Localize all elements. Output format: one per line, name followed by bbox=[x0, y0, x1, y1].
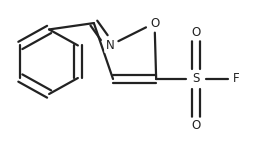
Text: O: O bbox=[191, 119, 201, 132]
Text: O: O bbox=[150, 17, 159, 30]
Text: N: N bbox=[106, 39, 114, 52]
Text: F: F bbox=[233, 72, 239, 85]
Text: S: S bbox=[192, 72, 200, 85]
Text: O: O bbox=[191, 26, 201, 39]
